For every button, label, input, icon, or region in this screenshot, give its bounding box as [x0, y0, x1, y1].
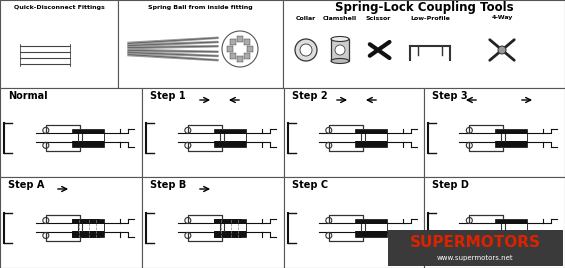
Bar [118, 0, 283, 88]
Polygon shape [128, 54, 218, 61]
Polygon shape [128, 51, 218, 57]
Text: Quick-Disconnect Fittings: Quick-Disconnect Fittings [14, 5, 105, 9]
Bar [244, 53, 250, 59]
Text: Step 1: Step 1 [150, 91, 186, 101]
Bar [283, 0, 565, 88]
Text: 4-Way: 4-Way [492, 16, 512, 20]
Text: Steve83: Steve83 [30, 203, 170, 233]
Bar [244, 39, 250, 45]
Bar [72, 225, 104, 232]
Bar [214, 219, 241, 224]
Text: Steve83: Steve83 [210, 203, 350, 233]
Bar [496, 129, 527, 147]
Bar [237, 36, 243, 42]
Bar [496, 225, 527, 232]
Bar [388, 230, 563, 266]
Text: Step B: Step B [150, 180, 186, 190]
Text: Step 2: Step 2 [292, 91, 328, 101]
Bar [230, 53, 236, 59]
Bar [72, 129, 104, 147]
Bar [237, 56, 243, 62]
Text: Step D: Step D [432, 180, 469, 190]
Text: SUPERMOTORS: SUPERMOTORS [410, 235, 541, 250]
Bar [284, 88, 424, 177]
Text: Steve83: Steve83 [390, 118, 530, 147]
Bar [355, 129, 387, 147]
Bar [0, 177, 142, 268]
Bar [214, 129, 246, 147]
Bar [355, 134, 387, 141]
Polygon shape [128, 46, 218, 49]
Bar [331, 39, 349, 61]
Text: Collar: Collar [296, 16, 316, 20]
Ellipse shape [331, 58, 349, 64]
Ellipse shape [331, 36, 349, 42]
Bar [72, 219, 104, 237]
Text: Steve83: Steve83 [390, 203, 530, 233]
Bar [230, 39, 236, 45]
Text: Normal: Normal [8, 91, 47, 101]
Circle shape [498, 46, 506, 54]
Bar [424, 177, 565, 268]
Bar [214, 225, 246, 232]
Bar [496, 134, 527, 141]
Polygon shape [128, 37, 218, 44]
Bar [284, 177, 424, 268]
Bar [72, 134, 104, 141]
Bar [355, 219, 387, 237]
Bar [72, 219, 99, 224]
Polygon shape [128, 49, 218, 52]
Bar [214, 134, 246, 141]
Text: Spring-Lock Coupling Tools: Spring-Lock Coupling Tools [334, 1, 514, 13]
Bar [214, 232, 241, 237]
Text: Clamshell: Clamshell [323, 16, 357, 20]
Text: Step A: Step A [8, 180, 45, 190]
Text: www.supermotors.net: www.supermotors.net [437, 255, 514, 261]
Bar [214, 219, 246, 237]
Bar [0, 88, 142, 177]
Bar [0, 0, 118, 88]
Circle shape [335, 45, 345, 55]
Text: Steve83: Steve83 [210, 118, 350, 147]
Bar [72, 232, 99, 237]
Bar [142, 88, 284, 177]
Text: Low-Profile: Low-Profile [410, 16, 450, 20]
Bar [355, 225, 387, 232]
Bar [496, 219, 527, 237]
Text: Step C: Step C [292, 180, 328, 190]
Bar [227, 46, 233, 52]
Circle shape [300, 44, 312, 56]
Text: Steve83: Steve83 [30, 118, 170, 147]
Text: Step 3: Step 3 [432, 91, 468, 101]
Bar [0, 0, 565, 88]
Bar [142, 177, 284, 268]
Polygon shape [128, 42, 218, 47]
Circle shape [295, 39, 317, 61]
Bar [247, 46, 253, 52]
Text: Scissor: Scissor [366, 16, 390, 20]
Bar [424, 88, 565, 177]
Text: Spring Ball from inside fitting: Spring Ball from inside fitting [147, 5, 253, 9]
